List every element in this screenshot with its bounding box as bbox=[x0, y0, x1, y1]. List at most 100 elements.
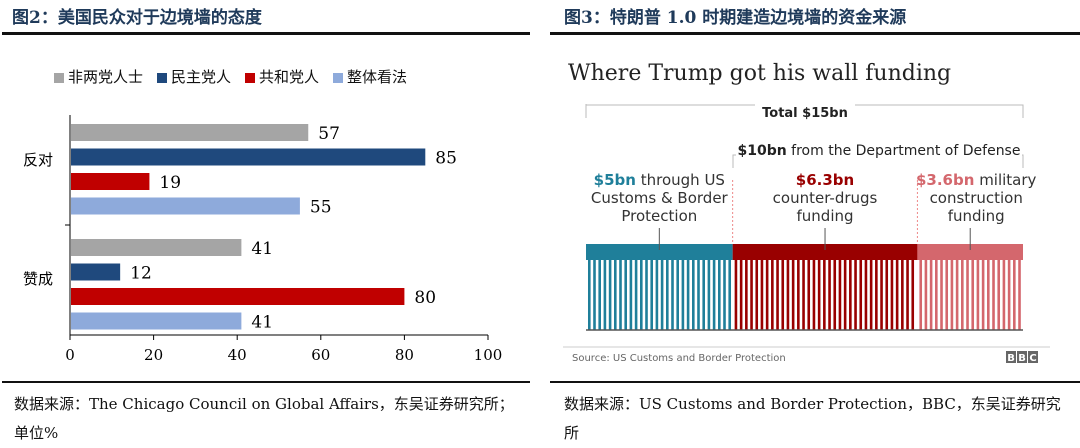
picket bbox=[854, 260, 857, 330]
picket bbox=[750, 260, 753, 330]
picket bbox=[619, 260, 622, 330]
picket bbox=[849, 260, 852, 330]
picket bbox=[624, 260, 627, 330]
picket bbox=[723, 260, 726, 330]
segment-label: funding bbox=[948, 207, 1005, 225]
svg-text:B: B bbox=[1018, 353, 1026, 364]
picket bbox=[666, 260, 669, 330]
picket bbox=[859, 260, 863, 330]
picket bbox=[838, 260, 842, 330]
data-label: 41 bbox=[251, 313, 273, 333]
legend: 非两党人士 民主党人 共和党人 整体看法 bbox=[54, 66, 407, 87]
category-label: 赞成 bbox=[23, 270, 53, 288]
picket bbox=[608, 260, 612, 330]
figure3-title: 图3：特朗普 1.0 时期建造边境墙的资金来源 bbox=[564, 8, 907, 28]
picket bbox=[760, 260, 764, 330]
legend-item: 整体看法 bbox=[333, 66, 407, 87]
legend-item: 非两党人士 bbox=[54, 66, 143, 87]
segment-label: Protection bbox=[621, 207, 697, 225]
divider bbox=[2, 32, 530, 35]
picket bbox=[786, 260, 790, 330]
x-tick-label: 20 bbox=[144, 346, 163, 364]
picket bbox=[707, 260, 711, 330]
legend-item: 民主党人 bbox=[157, 66, 231, 87]
segment-header bbox=[586, 244, 733, 260]
legend-label: 非两党人士 bbox=[68, 68, 144, 86]
picket bbox=[650, 260, 653, 330]
picket bbox=[681, 260, 685, 330]
picket bbox=[697, 260, 700, 330]
picket bbox=[869, 260, 873, 330]
bar bbox=[71, 312, 242, 330]
graphic-source: Source: US Customs and Border Protection bbox=[572, 353, 786, 364]
picket bbox=[614, 260, 617, 330]
bbc-logo bbox=[1017, 351, 1027, 363]
bbc-logo bbox=[1028, 351, 1038, 363]
x-tick-label: 0 bbox=[65, 346, 75, 364]
picket bbox=[797, 260, 800, 330]
picket bbox=[971, 260, 975, 330]
picket bbox=[885, 260, 889, 330]
picket bbox=[955, 260, 959, 330]
picket bbox=[890, 260, 894, 330]
segment-label: $6.3bn bbox=[796, 171, 854, 189]
picket bbox=[992, 260, 995, 330]
picket bbox=[823, 260, 826, 330]
segment-label: $5bn through US bbox=[594, 171, 725, 189]
picket bbox=[911, 260, 915, 330]
picket bbox=[593, 260, 596, 330]
picket bbox=[1007, 260, 1011, 330]
picket bbox=[718, 260, 721, 330]
picket bbox=[929, 260, 933, 330]
picket bbox=[603, 260, 607, 330]
picket bbox=[906, 260, 909, 330]
picket bbox=[692, 260, 695, 330]
picket bbox=[771, 260, 774, 330]
picket bbox=[765, 260, 769, 330]
segment-label: construction bbox=[930, 189, 1023, 207]
picket bbox=[864, 260, 868, 330]
picket bbox=[755, 260, 759, 330]
data-label: 80 bbox=[414, 288, 436, 308]
total-bracket bbox=[585, 104, 1024, 118]
segment-header bbox=[732, 244, 918, 260]
legend-label: 整体看法 bbox=[347, 68, 408, 86]
segment-label: Customs & Border bbox=[591, 189, 729, 207]
picket bbox=[843, 260, 847, 330]
data-label: 41 bbox=[251, 239, 273, 259]
picket bbox=[588, 260, 591, 330]
picket bbox=[660, 260, 664, 330]
data-label: 19 bbox=[159, 173, 181, 193]
picket bbox=[833, 260, 837, 330]
bar bbox=[71, 197, 300, 215]
data-label: 85 bbox=[435, 149, 457, 169]
legend-item: 共和党人 bbox=[245, 66, 319, 87]
picket bbox=[945, 260, 949, 330]
picket bbox=[739, 260, 743, 330]
picket bbox=[640, 260, 643, 330]
picket bbox=[655, 260, 659, 330]
segment-label: $3.6bn military bbox=[916, 171, 1037, 189]
picket bbox=[935, 260, 938, 330]
picket bbox=[976, 260, 980, 330]
picket bbox=[634, 260, 638, 330]
bar bbox=[71, 124, 309, 141]
x-tick-label: 100 bbox=[474, 346, 503, 364]
picket bbox=[966, 260, 969, 330]
picket bbox=[817, 260, 821, 330]
bar bbox=[71, 148, 426, 166]
picket bbox=[728, 260, 731, 330]
segment-label: funding bbox=[797, 207, 854, 225]
picket bbox=[776, 260, 779, 330]
bbc-funding-graphic: Where Trump got his wall funding Total $1… bbox=[563, 61, 1050, 364]
legend-label: 共和党人 bbox=[259, 68, 320, 86]
picket bbox=[598, 260, 601, 330]
picket bbox=[686, 260, 690, 330]
picket bbox=[1018, 260, 1021, 330]
picket bbox=[924, 260, 928, 330]
picket bbox=[734, 260, 738, 330]
picket bbox=[895, 260, 899, 330]
